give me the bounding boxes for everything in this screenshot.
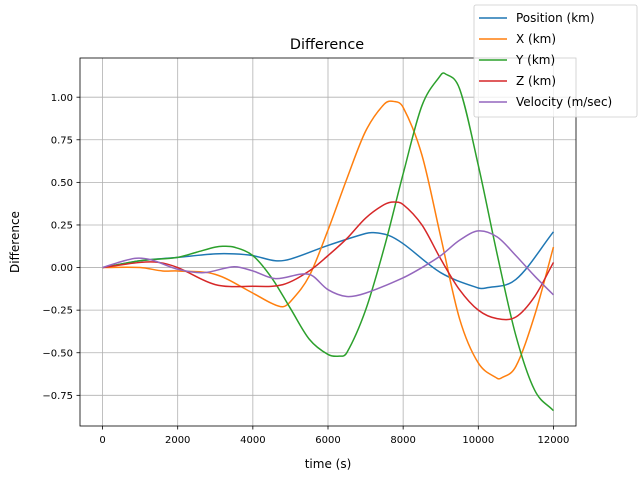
series-line-3 [102, 201, 555, 321]
x-tick-label: 4000 [240, 435, 265, 446]
chart-title: Difference [290, 37, 364, 53]
y-tick-label: 0.25 [51, 221, 73, 232]
legend-label: Position (km) [516, 11, 595, 25]
legend-label: Y (km) [515, 53, 555, 67]
legend-label: X (km) [516, 32, 556, 46]
y-axis-label: Difference [8, 211, 22, 273]
grid [80, 58, 576, 426]
series-line-4 [102, 230, 554, 298]
x-tick-label: 2000 [165, 435, 190, 446]
x-axis-label: time (s) [305, 457, 352, 471]
legend-box [473, 4, 638, 118]
y-tick-label: −0.50 [42, 348, 73, 359]
legend-label: Velocity (m/sec) [516, 95, 612, 109]
x-tick-label: 8000 [390, 435, 415, 446]
axis-ticks: 0 2000 4000 6000 8000 10000 12000 −0.75 −0.50 −0.… [42, 93, 569, 446]
y-tick-label: −0.75 [42, 391, 73, 402]
series-lines [102, 72, 555, 412]
y-tick-label: −0.25 [42, 306, 73, 317]
legend-label: Z (km) [516, 74, 556, 88]
y-tick-label: 1.00 [51, 93, 73, 104]
series-line-1 [102, 100, 555, 380]
x-tick-label: 10000 [462, 435, 494, 446]
y-tick-label: 0.75 [51, 135, 73, 146]
y-tick-label: 0.00 [51, 263, 73, 274]
x-tick-label: 6000 [315, 435, 340, 446]
legend: Position (km) X (km) Y (km) Z (km) Velocity … [473, 4, 638, 118]
x-tick-label: 12000 [538, 435, 570, 446]
series-line-2 [102, 72, 555, 412]
y-tick-label: 0.50 [51, 178, 73, 189]
x-tick-label: 0 [99, 435, 105, 446]
